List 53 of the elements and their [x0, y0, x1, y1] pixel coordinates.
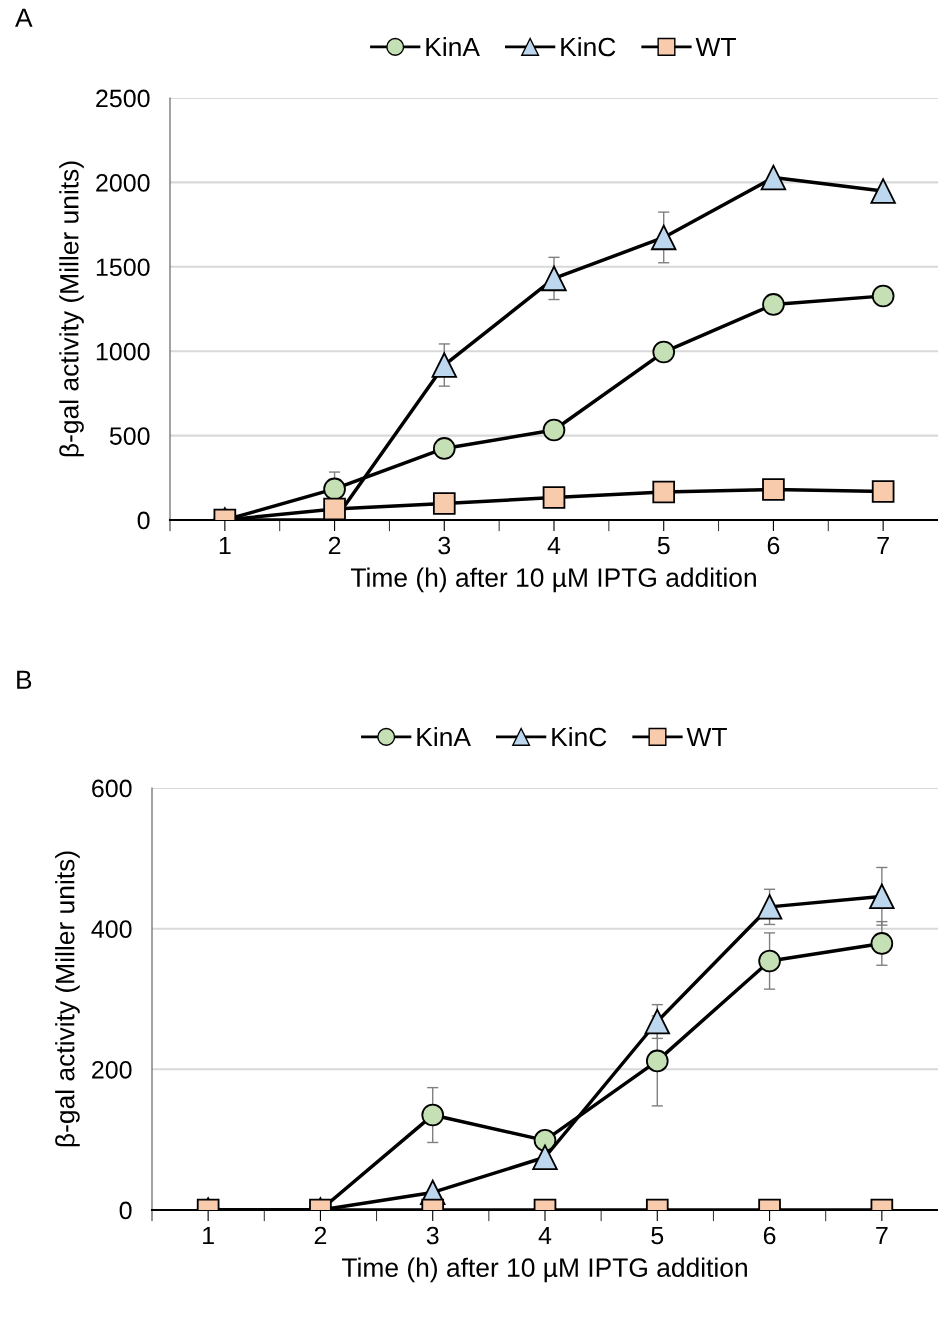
- legend-label: WT: [686, 727, 727, 747]
- y-tick-label: 1500: [96, 258, 150, 277]
- x-tick-label: 2: [314, 1226, 327, 1245]
- x-tick-label: 5: [651, 1226, 664, 1245]
- x-tick-label: 4: [547, 536, 561, 555]
- point: [542, 418, 566, 442]
- legend-label: KinA: [426, 36, 480, 57]
- point: [431, 352, 457, 378]
- point: [871, 284, 895, 308]
- legend-label: KinC: [552, 726, 607, 747]
- point: [652, 340, 676, 364]
- y-tick-label: 0: [137, 511, 150, 530]
- point: [870, 178, 896, 204]
- y-tick-label: 400: [91, 920, 132, 938]
- y-tick-label: 1000: [96, 342, 150, 361]
- point: [323, 497, 346, 520]
- text: B: [17, 670, 32, 689]
- y-tick-label: 200: [92, 1060, 132, 1079]
- x-tick-label: 2: [328, 536, 341, 555]
- point: [651, 224, 677, 251]
- point: [432, 492, 456, 515]
- point: [323, 477, 346, 501]
- x-tick-label: 1: [219, 536, 231, 555]
- text: A: [15, 8, 33, 27]
- point: [542, 486, 566, 509]
- point: [652, 480, 676, 504]
- y-axis-title: β-gal activity (Miller units): [55, 851, 80, 1147]
- y-axis-title: β-gal activity (Miller units): [59, 161, 84, 457]
- point: [871, 480, 895, 503]
- y-tick-label: 500: [109, 427, 150, 445]
- legend-label: KinA: [417, 726, 471, 747]
- x-axis-title: Time (h) after 10 µM IPTG addition: [341, 1257, 747, 1283]
- x-tick-label: 4: [538, 1226, 552, 1245]
- point: [762, 293, 785, 316]
- legend-label: KinC: [561, 36, 616, 57]
- x-tick-label: 1: [203, 1226, 214, 1245]
- x-tick-label: 5: [657, 536, 670, 555]
- point: [762, 478, 785, 501]
- point: [432, 437, 456, 460]
- x-tick-label: 6: [767, 536, 780, 555]
- y-tick-label: 2000: [96, 174, 150, 192]
- x-tick-label: 7: [877, 536, 889, 555]
- y-tick-label: 600: [92, 779, 132, 798]
- point: [760, 164, 787, 191]
- x-tick-label: 3: [438, 536, 451, 555]
- y-tick-label: 0: [119, 1201, 132, 1220]
- x-tick-label: 7: [876, 1226, 888, 1245]
- x-tick-label: 3: [426, 1226, 439, 1245]
- x-tick-label: 6: [763, 1226, 776, 1245]
- legend-label: WT: [695, 37, 736, 57]
- point: [541, 265, 567, 292]
- x-axis-title: Time (h) after 10 µM IPTG addition: [350, 567, 756, 593]
- y-tick-label: 2500: [96, 89, 150, 108]
